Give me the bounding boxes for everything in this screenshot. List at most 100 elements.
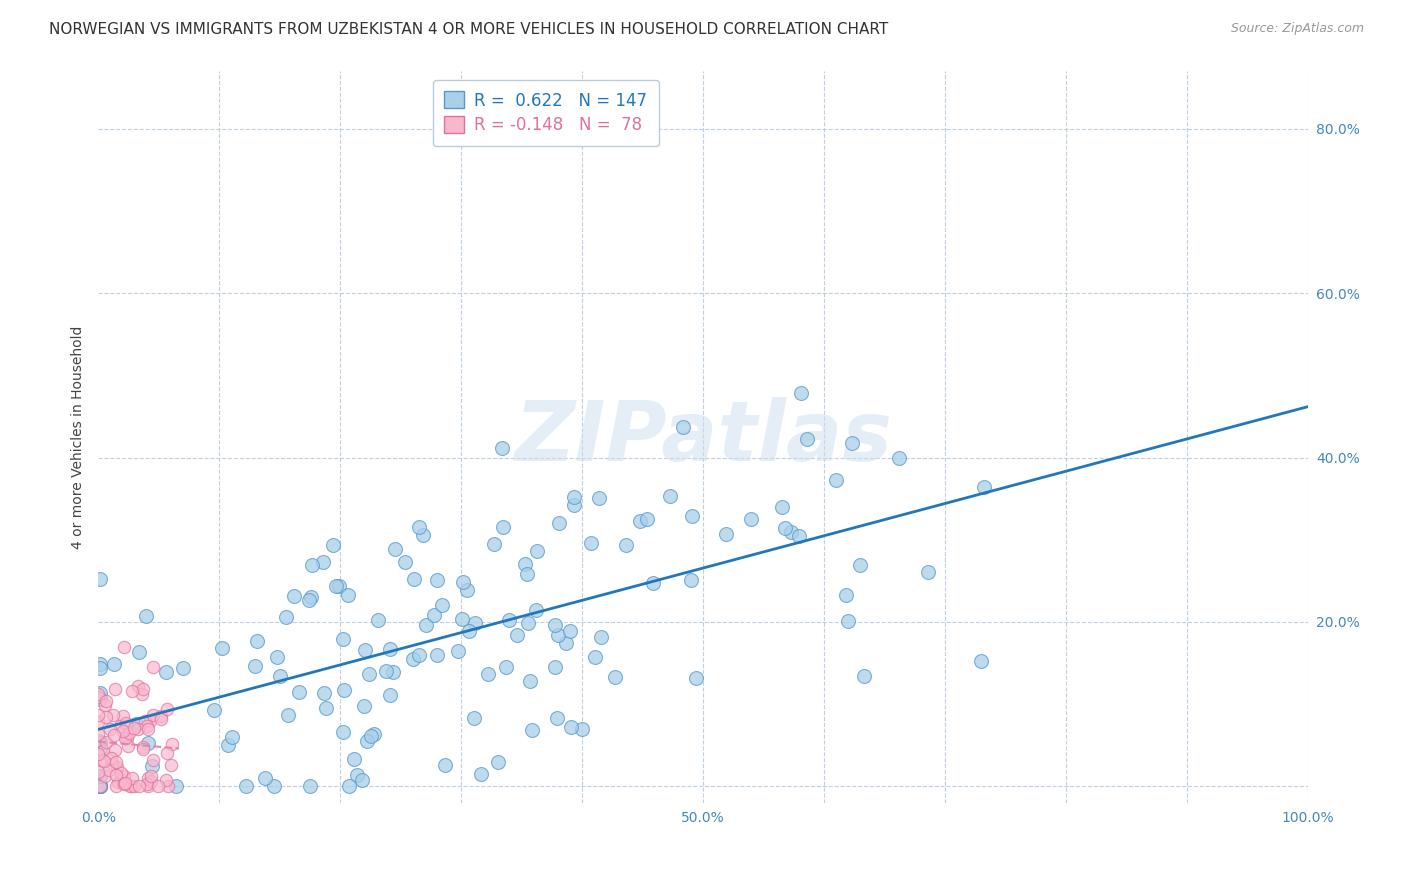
Point [132, 740, 155, 755]
Point [299, 591, 322, 605]
Point [352, 772, 374, 787]
Point [128, 780, 150, 794]
Point [402, 572, 425, 586]
Point [412, 528, 434, 542]
Point [87, 747, 110, 762]
Point [117, 739, 139, 753]
Point [87, 690, 110, 704]
Point [571, 722, 593, 736]
Point [101, 708, 124, 723]
Point [202, 703, 225, 717]
Point [111, 709, 134, 723]
Point [141, 759, 163, 773]
Point [636, 512, 658, 526]
Point [111, 724, 134, 739]
Point [112, 769, 135, 783]
Point [246, 633, 269, 648]
Point [118, 725, 141, 739]
Point [139, 714, 162, 729]
Point [89, 741, 111, 756]
Point [558, 624, 581, 638]
Point [374, 664, 396, 678]
Point [110, 766, 132, 780]
Point [125, 716, 148, 731]
Point [314, 686, 336, 700]
Point [332, 725, 354, 739]
Point [382, 665, 405, 679]
Point [513, 557, 536, 571]
Point [526, 543, 548, 558]
Point [589, 631, 612, 645]
Point [100, 751, 122, 765]
Point [131, 742, 153, 756]
Point [104, 768, 127, 782]
Point [773, 521, 796, 535]
Point [332, 632, 354, 646]
Point [583, 649, 606, 664]
Point [337, 779, 360, 793]
Point [91, 744, 114, 758]
Point [378, 688, 401, 702]
Point [681, 508, 703, 523]
Point [714, 527, 737, 541]
Point [506, 628, 529, 642]
Point [363, 726, 385, 740]
Point [889, 451, 911, 466]
Point [789, 386, 811, 401]
Point [89, 657, 111, 671]
Point [516, 615, 538, 630]
Point [543, 618, 565, 632]
Point [142, 753, 165, 767]
Text: Source: ZipAtlas.com: Source: ZipAtlas.com [1230, 22, 1364, 36]
Point [93, 769, 115, 783]
Point [89, 779, 111, 793]
Point [103, 728, 125, 742]
Point [96, 735, 118, 749]
Point [138, 736, 160, 750]
Point [104, 780, 127, 794]
Point [825, 473, 848, 487]
Point [848, 558, 870, 573]
Point [266, 650, 288, 665]
Point [433, 757, 456, 772]
Text: ZIPatlas: ZIPatlas [515, 397, 891, 477]
Point [357, 666, 380, 681]
Point [544, 659, 567, 673]
Point [114, 776, 136, 790]
Point [136, 723, 159, 737]
Point [107, 774, 129, 789]
Point [402, 652, 425, 666]
Point [492, 520, 515, 534]
Point [128, 645, 150, 659]
Point [367, 613, 389, 627]
Point [105, 760, 128, 774]
Point [87, 764, 110, 779]
Point [97, 763, 120, 777]
Point [562, 490, 585, 504]
Point [457, 624, 479, 638]
Point [498, 613, 520, 627]
Legend: R =  0.622   N = 147, R = -0.148   N =  78: R = 0.622 N = 147, R = -0.148 N = 78 [433, 79, 659, 146]
Point [156, 746, 179, 760]
Text: NORWEGIAN VS IMMIGRANTS FROM UZBEKISTAN 4 OR MORE VEHICLES IN HOUSEHOLD CORRELAT: NORWEGIAN VS IMMIGRANTS FROM UZBEKISTAN … [49, 22, 889, 37]
Point [121, 683, 143, 698]
Point [112, 640, 135, 655]
Point [546, 711, 568, 725]
Point [491, 441, 513, 455]
Point [160, 758, 183, 772]
Point [87, 732, 110, 747]
Point [89, 685, 111, 699]
Point [484, 537, 506, 551]
Point [103, 657, 125, 671]
Point [628, 515, 651, 529]
Point [104, 742, 127, 756]
Point [150, 709, 173, 723]
Point [94, 698, 117, 713]
Point [96, 694, 118, 708]
Point [141, 769, 163, 783]
Point [520, 723, 543, 737]
Point [150, 712, 173, 726]
Point [142, 660, 165, 674]
Point [156, 780, 179, 794]
Point [277, 708, 299, 723]
